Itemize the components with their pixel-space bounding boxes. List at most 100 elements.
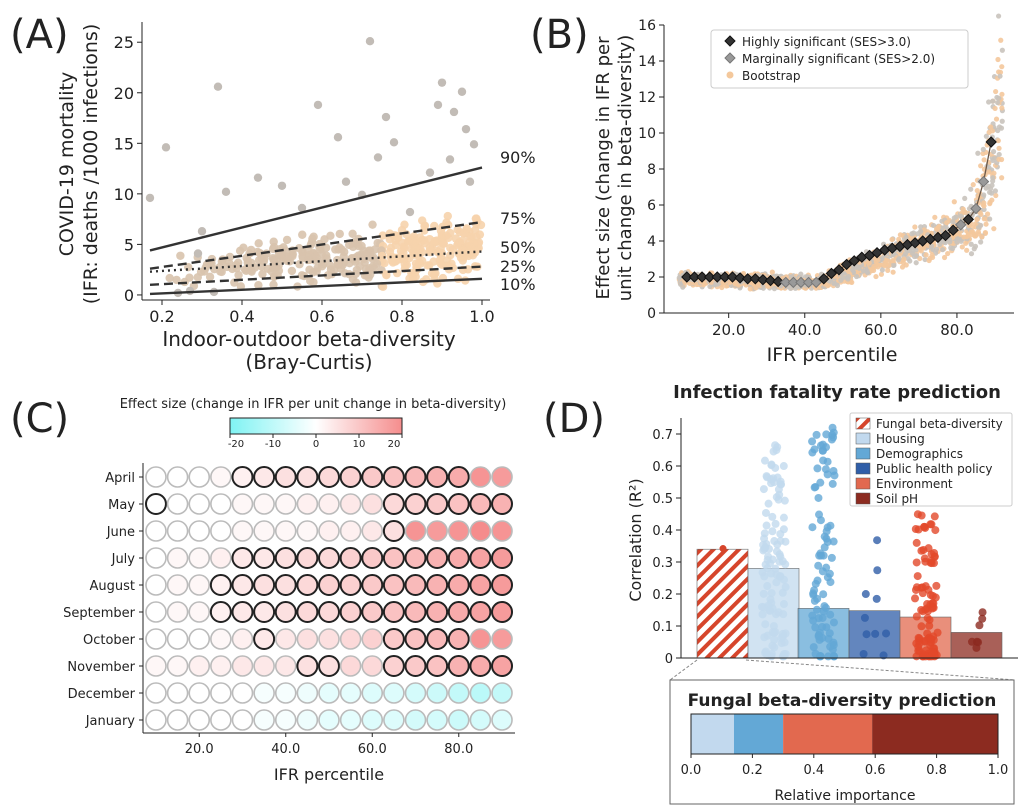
y-tick-label: 25 [114,33,134,52]
heatmap-cell [253,709,275,731]
y-tick-label: 0.2 [652,588,673,603]
bootstrap-point [747,286,753,292]
bootstrap-point [997,69,1004,75]
panel-d-ylabel: Correlation (R²) [626,478,645,601]
bootstrap-point [981,216,987,222]
panel-a-point [373,153,383,162]
colorbar-tick-label: 20 [388,439,401,450]
bootstrap-point [890,269,896,275]
heatmap-cell [361,709,384,731]
bar-dot [968,637,977,646]
panel-a-point [274,261,283,270]
heatmap-cell [382,547,405,569]
heatmap-cell [318,709,340,731]
heatmap-cell [188,628,211,650]
bootstrap-point [996,124,1003,130]
bootstrap-point [978,163,984,169]
heatmap-cell [210,493,232,515]
bar-dot [780,496,789,505]
heatmap-cell [426,493,449,515]
panel-a-point [389,256,398,266]
heatmap-cell [166,574,189,596]
panel-a-point [354,241,363,251]
bootstrap-point [945,250,951,257]
bar-dot [921,582,930,591]
panel-a-point [392,268,402,278]
legend-swatch [855,417,871,430]
heatmap-cell [166,682,189,704]
heatmap-cell [426,682,448,704]
heatmap-cell [318,466,340,488]
bootstrap-point [676,275,682,281]
bootstrap-point [913,247,919,253]
series-marker [787,276,800,289]
heatmap-cell [318,493,340,515]
bootstrap-point [929,254,936,261]
series-marker [970,202,982,215]
heatmap-cell [426,574,449,596]
bar-dot [808,448,817,457]
bootstrap-point [948,245,954,251]
bootstrap-point [992,188,998,194]
panel-a-xlabel: Indoor-outdoor beta-diversity [162,327,456,351]
bootstrap-point [972,221,978,227]
panel-a-point [364,273,373,282]
bar-dot [823,523,832,532]
bar-dot [778,557,787,566]
panel-a-point [471,214,481,223]
y-tick-label: 5 [124,235,134,254]
legend-label: Fungal beta-diversity [876,417,1003,431]
bar-dot [779,610,788,619]
bootstrap-point [856,265,862,271]
heatmap-cell [188,520,211,542]
heatmap-cells [144,466,514,731]
bar-dot [814,561,823,570]
heatmap-cell [404,520,427,542]
panel-b-legend: Highly significant (SES>3.0) Marginally … [710,29,969,89]
colorbar-tick-label: -10 [265,439,281,450]
heatmap-cell [382,466,405,488]
y-tick-label: 0 [124,286,134,305]
bootstrap-point [999,64,1005,70]
bar-dot [761,508,770,517]
bar-dot [763,564,772,573]
bootstrap-point [769,269,775,275]
bootstrap-point [909,231,915,237]
panel-a-point [341,177,351,186]
panel-a-point [378,282,388,291]
panel-c-axes: 20.0 40.0 60.0 80.0 [139,463,515,757]
panel-a-point [378,231,388,240]
bootstrap-point [707,283,713,290]
panel-a-point [326,261,335,270]
series-marker [772,275,784,288]
heatmap-cell [296,466,319,488]
row-label: November [67,660,135,675]
panel-a-point [323,271,333,280]
panel-a-point [217,267,226,277]
bootstrap-point [962,209,968,215]
panel-a-point [165,273,174,283]
inset-bar: 0.0 0.2 0.4 0.6 0.8 1.0 [681,713,1008,778]
y-tick-label: 16 [638,18,656,34]
panel-a-point [274,250,283,260]
bootstrap-point [964,247,970,253]
panel-a-point [335,229,344,239]
bar-dot [809,589,818,598]
bar-dot [760,633,769,642]
bar-dot [767,649,776,658]
bootstrap-point [903,234,909,241]
inset-xlabel: Relative importance [775,788,916,804]
heatmap-cell [231,709,254,731]
x-tick-label: 60.0 [864,321,897,339]
y-tick-label: 10 [638,126,656,142]
panel-a-point [429,257,438,266]
inset-border [690,713,999,755]
bar-dot [978,614,987,623]
quantile-label: 25% [500,257,536,276]
panel-a-point [449,107,459,117]
heatmap-cell [274,682,297,704]
bar-dot [770,643,779,652]
bar-dot [871,629,880,638]
bar-dot [912,538,921,547]
bootstrap-point [901,256,907,262]
